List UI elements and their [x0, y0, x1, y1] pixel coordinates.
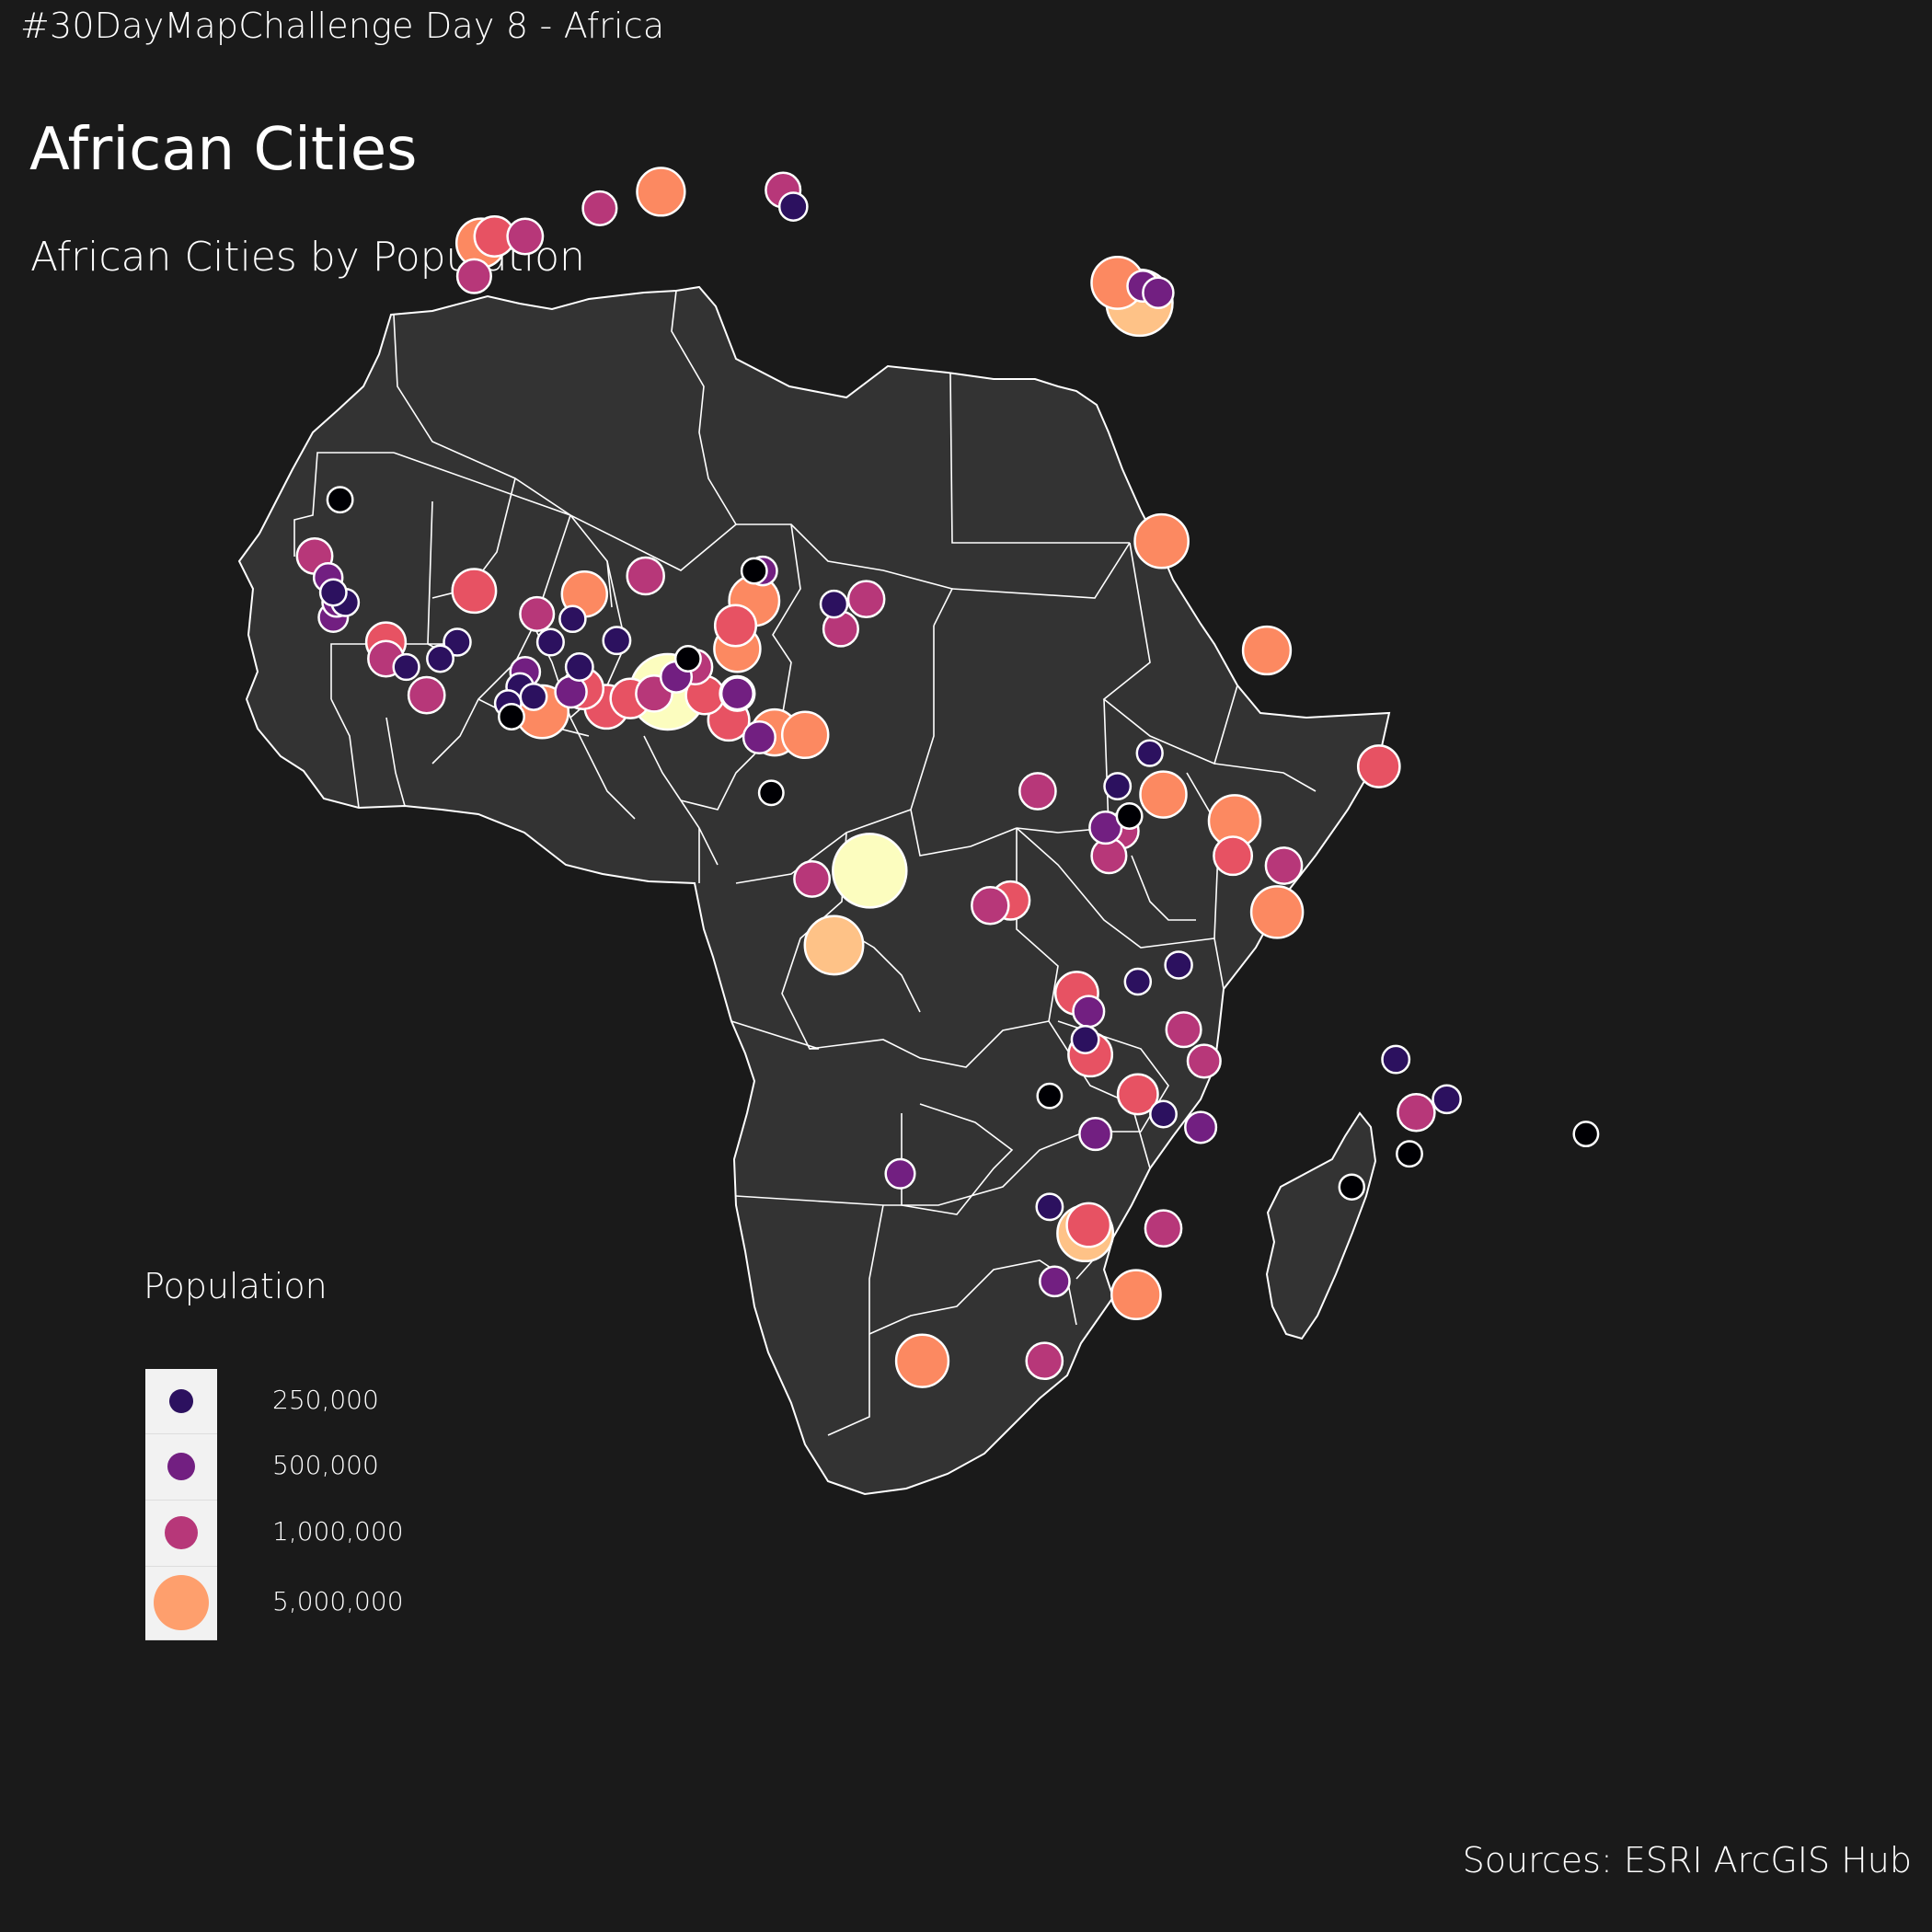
- city-point: [1381, 1044, 1411, 1075]
- city-point: [832, 833, 908, 909]
- city-point: [1110, 1269, 1162, 1321]
- city-point: [757, 779, 785, 807]
- city-point: [846, 580, 886, 619]
- city-point: [742, 719, 776, 755]
- city-point: [1142, 276, 1175, 309]
- city-point: [1264, 846, 1304, 885]
- legend-title: Population: [144, 1266, 328, 1306]
- legend-label: 500,000: [272, 1450, 379, 1480]
- city-point: [564, 652, 594, 682]
- challenge-heading: #30DayMapChallenge Day 8 - Africa: [20, 6, 665, 46]
- city-point: [451, 568, 498, 615]
- city-point: [894, 1333, 950, 1388]
- legend-swatch: [169, 1389, 193, 1413]
- page-title: African Cities: [29, 116, 418, 184]
- legend-row: [145, 1433, 217, 1501]
- legend-row: [145, 1566, 217, 1640]
- city-point: [1018, 772, 1057, 811]
- legend-label: 5,000,000: [272, 1586, 404, 1616]
- city-point: [519, 682, 548, 711]
- city-point: [1338, 1173, 1366, 1201]
- city-point: [780, 710, 830, 760]
- city-point: [1135, 739, 1164, 767]
- city-point: [498, 703, 525, 730]
- city-point: [1123, 967, 1153, 996]
- city-point: [1241, 625, 1293, 676]
- city-point: [793, 859, 832, 898]
- legend-label: 1,000,000: [272, 1516, 404, 1547]
- city-point: [318, 578, 348, 607]
- city-point: [1070, 1025, 1100, 1054]
- madagascar: [1265, 1111, 1377, 1340]
- city-point: [1165, 1011, 1202, 1049]
- legend-row: [145, 1369, 217, 1434]
- city-point: [1432, 1084, 1462, 1115]
- city-point: [443, 627, 472, 657]
- city-point: [819, 589, 849, 619]
- city-point: [1065, 1202, 1112, 1248]
- city-point: [626, 556, 665, 596]
- city-point: [884, 1157, 916, 1190]
- city-point: [581, 190, 618, 226]
- city-point: [326, 486, 354, 514]
- city-point: [455, 258, 492, 294]
- legend-swatch: [165, 1516, 198, 1549]
- city-point: [803, 914, 865, 976]
- city-point: [407, 675, 446, 715]
- cities-layer: [295, 167, 1600, 1388]
- city-point: [1116, 1073, 1159, 1116]
- city-point: [1396, 1140, 1423, 1168]
- legend-label: 250,000: [272, 1385, 379, 1415]
- city-point: [1039, 1265, 1071, 1298]
- city-point: [1356, 744, 1401, 788]
- city-point: [1133, 512, 1190, 569]
- city-point: [1025, 1341, 1064, 1381]
- city-point: [426, 644, 454, 673]
- city-point: [1103, 772, 1133, 801]
- city-point: [1115, 802, 1144, 830]
- city-point: [535, 627, 565, 657]
- city-point: [1213, 835, 1254, 877]
- city-point: [1397, 1092, 1436, 1133]
- city-point: [1572, 1121, 1600, 1148]
- city-point: [713, 604, 758, 648]
- city-point: [719, 676, 754, 711]
- city-point: [740, 557, 768, 585]
- legend-swatch: [167, 1453, 195, 1480]
- city-point: [777, 191, 809, 222]
- city-point: [1035, 1192, 1064, 1222]
- city-point: [1186, 1043, 1222, 1079]
- city-point: [506, 217, 545, 256]
- city-point: [971, 885, 1010, 926]
- source-credit: Sources: ESRI ArcGIS Hub: [1462, 1840, 1912, 1880]
- city-point: [392, 652, 420, 682]
- city-point: [636, 167, 686, 217]
- city-point: [1088, 811, 1123, 845]
- legend-swatch: [154, 1575, 209, 1630]
- city-point: [602, 626, 632, 656]
- city-point: [519, 595, 556, 632]
- city-point: [1072, 995, 1106, 1029]
- city-point: [1139, 770, 1188, 819]
- city-point: [1144, 1209, 1183, 1248]
- city-point: [558, 604, 587, 634]
- city-point: [1164, 950, 1193, 980]
- legend-key: [145, 1369, 217, 1640]
- city-point: [1149, 1099, 1178, 1129]
- city-point: [1184, 1110, 1218, 1144]
- city-point: [1078, 1117, 1113, 1152]
- city-point: [1036, 1082, 1064, 1110]
- city-point: [1249, 885, 1305, 939]
- legend-row: [145, 1500, 217, 1567]
- city-point: [673, 645, 702, 673]
